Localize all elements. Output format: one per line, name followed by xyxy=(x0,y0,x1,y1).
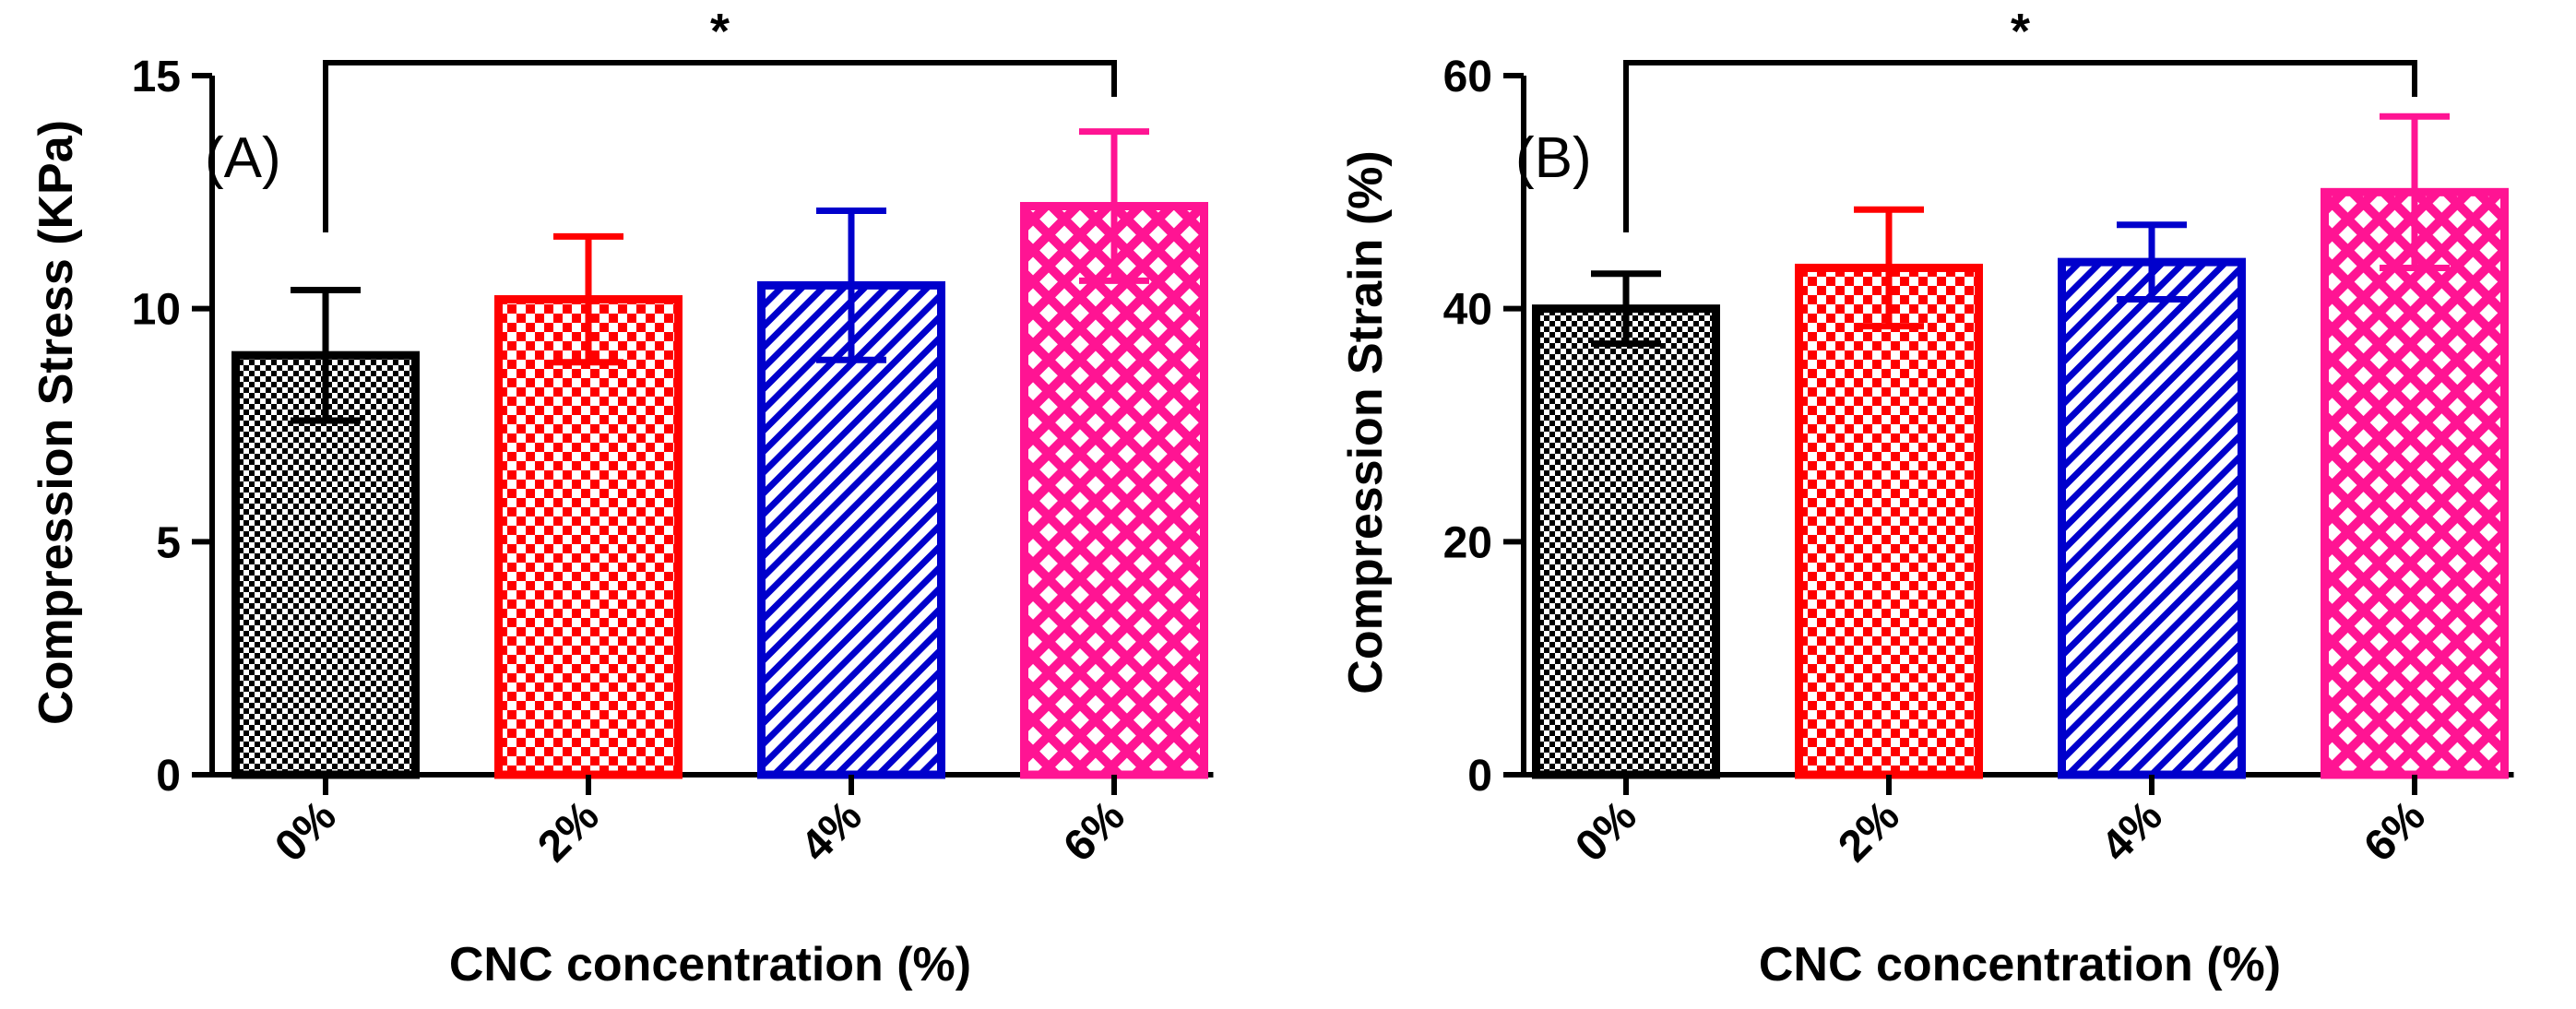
bar-2pct xyxy=(494,295,683,779)
y-tick-label: 15 xyxy=(132,53,181,101)
plot-area-a: 0 5 10 15 0% 2% 4% 6% * xyxy=(132,4,1214,872)
panel-b: (B) Compression Strain (%) CNC concentra… xyxy=(1339,4,2514,991)
significance-bracket xyxy=(1623,60,2417,232)
panel-label-a: (A) xyxy=(205,126,281,190)
x-tick-label: 6% xyxy=(2355,791,2435,872)
y-tick-label: 60 xyxy=(1443,53,1492,101)
x-tick-label: 2% xyxy=(528,791,609,872)
y-axis-title-b: Compression Strain (%) xyxy=(1339,150,1393,694)
y-tick-label: 40 xyxy=(1443,286,1492,335)
y-axis-title-a: Compression Stress (KPa) xyxy=(30,120,83,725)
x-tick-label: 2% xyxy=(1829,791,1909,872)
significance-star: * xyxy=(710,4,730,59)
significance-star: * xyxy=(2011,4,2030,59)
significance-bracket xyxy=(323,60,1117,232)
y-tick-label: 10 xyxy=(132,286,181,335)
x-tick-label: 6% xyxy=(1054,791,1134,872)
bar-2pct xyxy=(1795,263,1983,779)
panel-label-b: (B) xyxy=(1515,126,1592,190)
x-tick-label: 0% xyxy=(1566,791,1646,872)
bar-4pct xyxy=(757,280,945,779)
plot-area-b: 0 20 40 60 0% 2% 4% 6% * xyxy=(1443,4,2514,872)
bar-4pct xyxy=(2058,257,2246,779)
y-tick-label: 5 xyxy=(156,518,181,567)
y-tick-label: 0 xyxy=(1467,752,1492,801)
x-tick-label: 4% xyxy=(2092,791,2172,872)
bar-6pct xyxy=(2321,187,2509,779)
bar-6pct xyxy=(1020,201,1208,779)
x-tick-label: 4% xyxy=(791,791,872,872)
x-axis-title-b: CNC concentration (%) xyxy=(1759,938,2281,991)
y-tick-label: 0 xyxy=(156,752,181,801)
y-tick-label: 20 xyxy=(1443,518,1492,567)
bar-0pct xyxy=(1532,304,1720,779)
x-tick-label: 0% xyxy=(266,791,346,872)
panel-a: (A) Compression Stress (KPa) CNC concent… xyxy=(30,4,1214,991)
x-axis-title-a: CNC concentration (%) xyxy=(449,938,971,991)
